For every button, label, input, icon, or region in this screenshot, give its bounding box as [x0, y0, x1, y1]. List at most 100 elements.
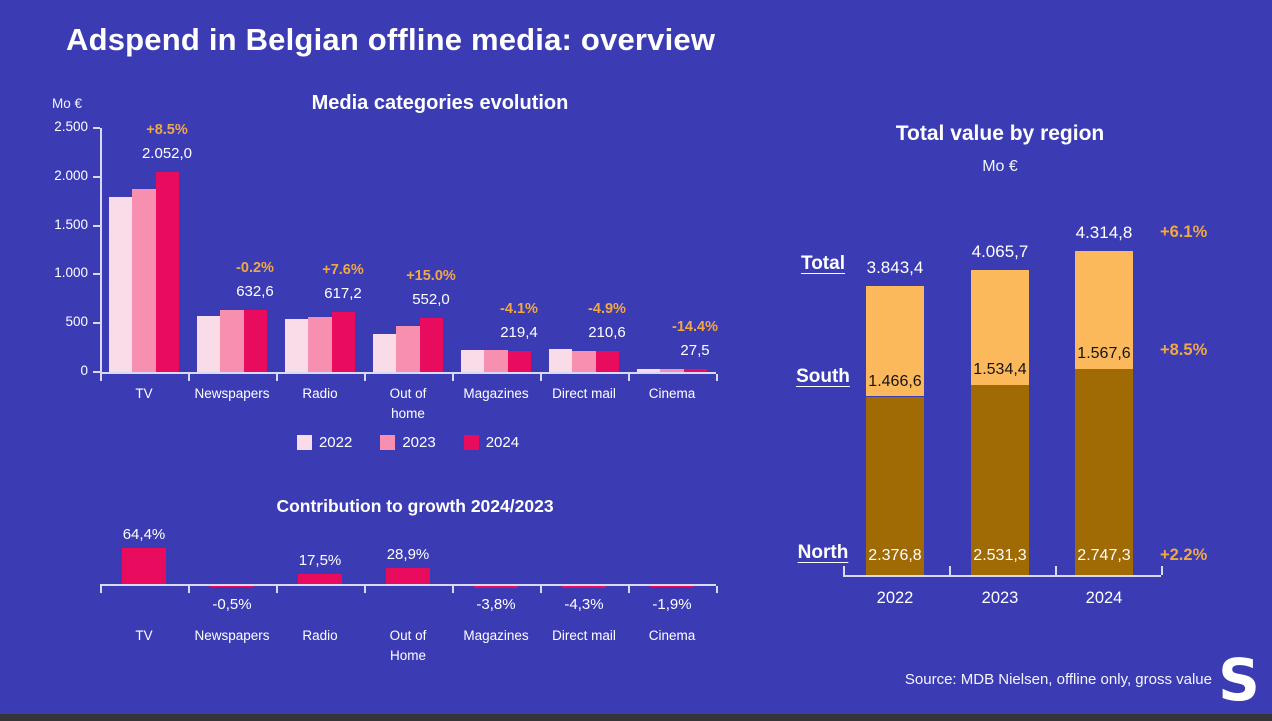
bar-out-of-home-2023 — [396, 326, 420, 372]
media-categories-legend: 2022 2023 2024 — [100, 434, 716, 451]
x-tick-mark — [1161, 566, 1163, 575]
y-tick-mark — [93, 175, 100, 178]
y-tick-label: 500 — [65, 314, 88, 330]
bar-south-2024 — [1075, 251, 1133, 369]
value-label: 210,6 — [588, 324, 626, 341]
bar-cinema-2023 — [660, 368, 684, 372]
x-tick-mark — [100, 586, 102, 593]
category-label: Cinema — [648, 628, 696, 643]
bar-north-2023 — [971, 384, 1029, 575]
category-label: TV — [135, 386, 153, 401]
pct-label: +8.5% — [146, 122, 188, 138]
x-tick-mark — [716, 374, 718, 381]
category-label: Out of Home — [389, 628, 427, 663]
growth-contribution-chart: Contribution to growth 2024/2023 64,4% TV… — [40, 490, 740, 675]
value-label: -1,9% — [652, 596, 692, 613]
bar-radio-2024 — [331, 311, 355, 372]
legend-swatch — [463, 435, 479, 450]
x-tick-mark — [540, 374, 542, 381]
pct-label: -14.4% — [672, 319, 718, 335]
x-axis-line — [843, 575, 1161, 577]
year-label: 2024 — [1085, 589, 1123, 607]
y-tick-label: 0 — [80, 363, 88, 378]
bar-north-2022 — [866, 396, 924, 575]
y-axis-line — [100, 128, 102, 374]
y-tick-mark — [93, 371, 100, 373]
bar-newspapers-2023 — [220, 309, 244, 372]
y-tick-label: 1.000 — [54, 265, 88, 281]
value-label: 64,4% — [122, 526, 166, 543]
bar-direct-mail — [562, 586, 606, 589]
legend-item-2024: 2024 — [463, 434, 520, 451]
total-label: 3.843,4 — [866, 258, 924, 277]
x-tick-mark — [1055, 566, 1057, 575]
north-value-label: 2.376,8 — [868, 547, 922, 564]
south-value-label: 1.466,6 — [868, 373, 922, 390]
media-categories-chart: Media categories evolution Mo € 2022 2023… — [40, 88, 740, 470]
y-tick-mark — [93, 224, 100, 227]
legend-swatch — [296, 435, 312, 450]
bar-radio — [298, 574, 342, 584]
pct-label: -0.2% — [236, 260, 274, 276]
legend-label: 2022 — [318, 434, 353, 451]
bar-radio-2023 — [308, 317, 332, 372]
north-value-label: 2.531,3 — [973, 547, 1027, 564]
bar-tv-2022 — [109, 197, 133, 372]
legend-item-2022: 2022 — [296, 434, 353, 451]
source-note: Source: MDB Nielsen, offline only, gross… — [904, 671, 1212, 688]
value-label: 632,6 — [236, 283, 274, 300]
bar-south-2023 — [971, 269, 1029, 385]
bar-cinema — [650, 586, 694, 588]
total-label: 4.065,7 — [971, 242, 1029, 261]
legend-swatch — [380, 435, 396, 450]
pct-label: -4.1% — [500, 301, 538, 317]
value-label: 28,9% — [386, 546, 430, 563]
category-label: Cinema — [648, 386, 696, 401]
category-label: Magazines — [463, 386, 529, 401]
bottom-strip — [0, 714, 1272, 721]
value-label: 17,5% — [298, 552, 342, 569]
x-tick-mark — [276, 374, 278, 381]
value-label: 617,2 — [324, 285, 362, 302]
legend-label: 2024 — [485, 434, 520, 451]
category-label: TV — [135, 628, 153, 643]
row-label-north: North — [797, 542, 849, 563]
bar-direct-mail-2022 — [549, 349, 573, 372]
x-tick-mark — [452, 586, 454, 593]
legend-label: 2023 — [402, 434, 436, 451]
bar-newspapers-2022 — [197, 316, 221, 372]
bar-magazines — [474, 586, 518, 589]
bar-magazines-2023 — [484, 349, 508, 372]
category-label: Newspapers — [194, 628, 270, 643]
bar-tv — [122, 547, 166, 584]
growth-pct-label: +2.2% — [1160, 546, 1208, 564]
category-label: Direct mail — [552, 386, 616, 401]
value-label: -0,5% — [212, 596, 252, 613]
total-value-chart-title: Total value by region — [895, 122, 1105, 145]
south-value-label: 1.567,6 — [1077, 345, 1131, 362]
bar-radio-2022 — [285, 318, 309, 372]
x-tick-mark — [364, 374, 366, 381]
x-tick-mark — [188, 586, 190, 593]
value-label: 2.052,0 — [141, 145, 193, 162]
value-label: 552,0 — [412, 291, 450, 308]
bar-newspapers — [210, 586, 254, 588]
row-label-total: Total — [801, 253, 845, 274]
y-tick-label: 2.000 — [54, 167, 88, 183]
total-value-unit-label: Mo € — [982, 158, 1018, 175]
category-label: Radio — [302, 628, 338, 643]
brand-logo-s-icon: S — [1218, 646, 1260, 714]
total-label: 4.314,8 — [1075, 223, 1133, 242]
row-label-south: South — [796, 366, 850, 387]
bar-out-of-home-2022 — [373, 334, 397, 372]
pct-label: +7.6% — [322, 262, 364, 278]
y-tick-mark — [93, 273, 100, 276]
bar-magazines-2022 — [461, 349, 485, 372]
bar-direct-mail-2024 — [595, 351, 619, 372]
y-tick-mark — [93, 322, 100, 325]
y-tick-label: 1.500 — [54, 216, 88, 232]
category-label: Magazines — [463, 628, 529, 643]
value-label: 27,5 — [680, 342, 710, 359]
y-tick-label: 2.500 — [54, 119, 88, 134]
